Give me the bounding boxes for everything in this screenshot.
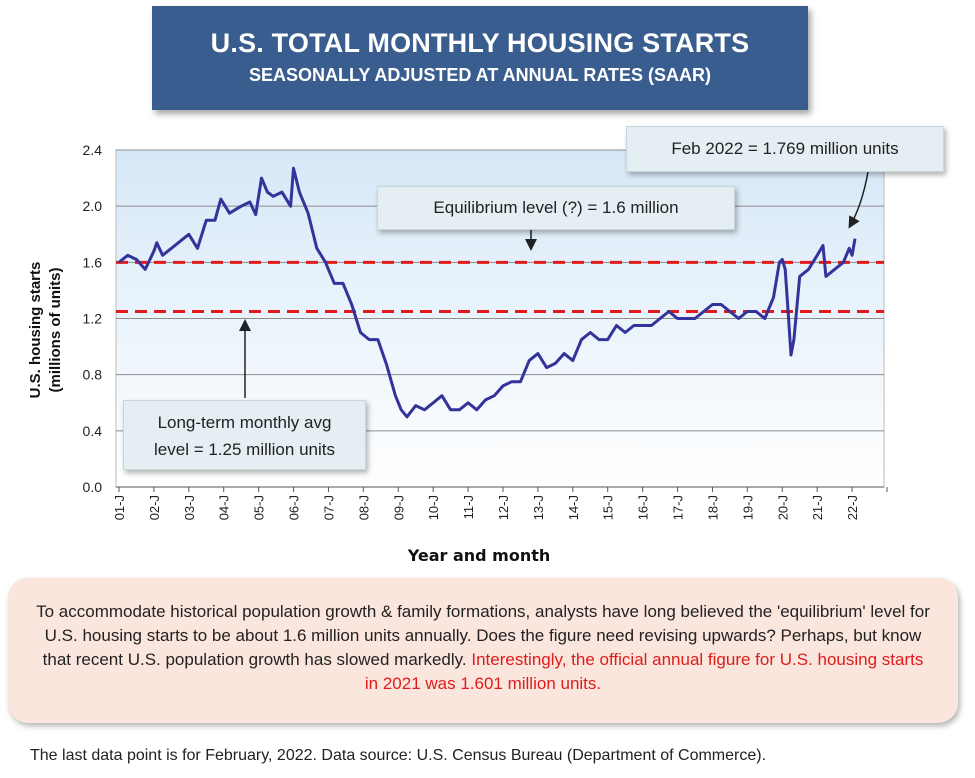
long-term-avg-line1: Long-term monthly avg bbox=[124, 409, 365, 436]
y-tick-label: 0.4 bbox=[83, 423, 103, 439]
chart-subtitle: SEASONALLY ADJUSTED AT ANNUAL RATES (SAA… bbox=[152, 65, 808, 86]
x-axis-title: Year and month bbox=[407, 546, 551, 565]
x-tick-label: 14-J bbox=[566, 495, 581, 520]
y-axis-title: U.S. housing starts bbox=[27, 262, 44, 399]
y-tick-label: 1.2 bbox=[83, 311, 103, 327]
x-tick-label: 12-J bbox=[496, 495, 511, 520]
x-tick-label: 18-J bbox=[705, 495, 720, 520]
y-tick-label: 1.6 bbox=[83, 254, 103, 270]
x-tick-label: 02-J bbox=[147, 495, 162, 520]
x-tick-label: 19-J bbox=[740, 495, 755, 520]
x-tick-label: 20-J bbox=[775, 495, 790, 520]
x-tick-label: 11-J bbox=[461, 495, 476, 519]
x-tick-label: 09-J bbox=[391, 495, 406, 520]
x-tick-label: 01-J bbox=[112, 495, 127, 520]
x-tick-label: 05-J bbox=[252, 495, 267, 520]
feb-2022-callout: Feb 2022 = 1.769 million units bbox=[626, 126, 944, 172]
chart-title: U.S. TOTAL MONTHLY HOUSING STARTS bbox=[152, 28, 808, 59]
equilibrium-callout: Equilibrium level (?) = 1.6 million bbox=[377, 186, 735, 230]
x-tick-label: 13-J bbox=[531, 495, 546, 520]
y-tick-label: 0.0 bbox=[83, 479, 103, 495]
footer-source: The last data point is for February, 202… bbox=[30, 747, 766, 765]
x-tick-label: 10-J bbox=[426, 495, 441, 520]
commentary-box: To accommodate historical population gro… bbox=[8, 578, 958, 723]
y-tick-label: 2.0 bbox=[83, 198, 103, 214]
long-term-avg-callout: Long-term monthly avg level = 1.25 milli… bbox=[123, 400, 366, 470]
x-tick-label: 16-J bbox=[636, 495, 651, 520]
x-tick-label: 15-J bbox=[601, 495, 616, 520]
x-tick-label: 08-J bbox=[356, 495, 371, 520]
long-term-avg-line2: level = 1.25 million units bbox=[124, 436, 365, 463]
x-tick-label: 07-J bbox=[321, 495, 336, 520]
x-tick-label: 06-J bbox=[287, 495, 302, 520]
y-tick-label: 0.8 bbox=[83, 367, 103, 383]
x-tick-label: 03-J bbox=[182, 495, 197, 520]
x-tick-label: 17-J bbox=[671, 495, 686, 520]
x-tick-label: 22-J bbox=[845, 495, 860, 520]
x-tick-label: 21-J bbox=[810, 495, 825, 520]
title-banner: U.S. TOTAL MONTHLY HOUSING STARTS SEASON… bbox=[152, 6, 808, 110]
x-tick-label: 04-J bbox=[217, 495, 232, 520]
y-tick-label: 2.4 bbox=[83, 142, 103, 158]
y-axis-title: (millions of units) bbox=[47, 268, 64, 393]
